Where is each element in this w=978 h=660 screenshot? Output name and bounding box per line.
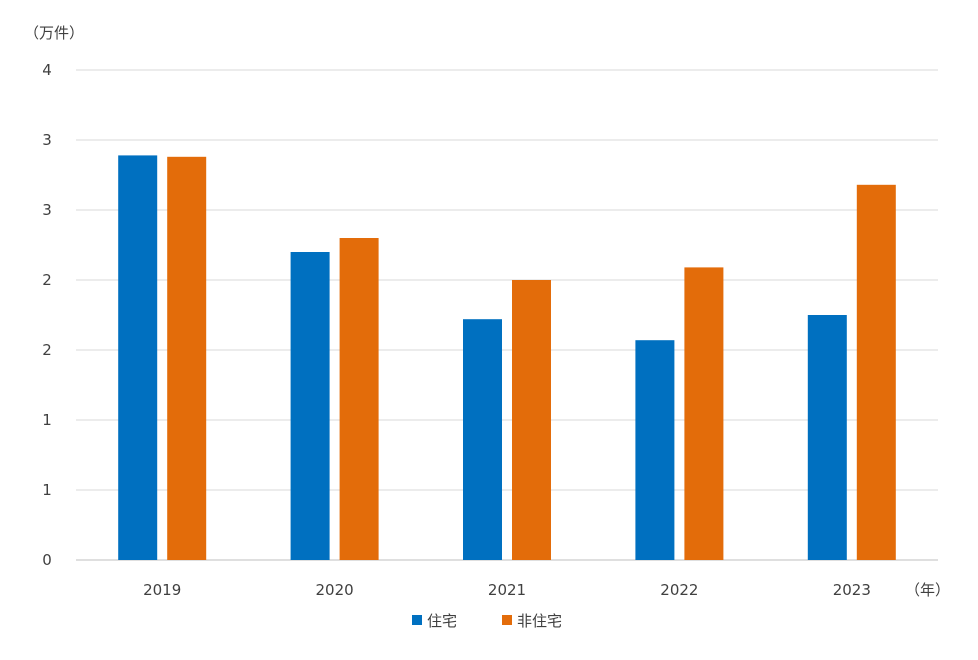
y-axis-unit: （万件） bbox=[24, 24, 84, 42]
legend-label: 非住宅 bbox=[517, 612, 562, 630]
legend-swatch bbox=[502, 615, 512, 625]
bar-residential-2021 bbox=[463, 319, 502, 560]
x-tick-label: 2023 bbox=[833, 581, 871, 599]
legend-swatch bbox=[412, 615, 422, 625]
legend: 住宅 非住宅 bbox=[412, 612, 562, 630]
bar-non-residential-2019 bbox=[167, 156, 207, 561]
bar-residential-2022 bbox=[635, 340, 675, 560]
y-axis-ticks: 0 1 1 2 2 3 3 4 bbox=[42, 61, 52, 569]
y-tick-label: 2 bbox=[42, 271, 52, 289]
y-tick-label: 4 bbox=[42, 61, 52, 79]
y-tick-label: 2 bbox=[42, 341, 52, 359]
y-tick-label: 0 bbox=[42, 551, 52, 569]
y-tick-label: 1 bbox=[42, 411, 52, 429]
bar-non-residential-2023 bbox=[856, 184, 896, 561]
y-tick-label: 3 bbox=[42, 131, 52, 149]
bar-non-residential-2022 bbox=[684, 267, 724, 560]
bars bbox=[118, 155, 896, 561]
gridlines bbox=[76, 69, 938, 561]
x-tick-label: 2021 bbox=[488, 581, 526, 599]
bar-residential-2020 bbox=[290, 252, 330, 560]
bar-non-residential-2020 bbox=[339, 238, 379, 560]
x-tick-label: 2019 bbox=[143, 581, 181, 599]
y-tick-label: 3 bbox=[42, 201, 52, 219]
bar-residential-2023 bbox=[807, 315, 847, 560]
bar-non-residential-2021 bbox=[512, 280, 551, 560]
x-axis-ticks: 2019 2020 2021 2022 2023 bbox=[143, 581, 871, 599]
legend-label: 住宅 bbox=[427, 612, 457, 630]
bar-residential-2019 bbox=[118, 155, 158, 560]
x-tick-label: 2022 bbox=[660, 581, 698, 599]
x-axis-unit: （年） bbox=[905, 581, 950, 599]
x-tick-label: 2020 bbox=[316, 581, 354, 599]
y-tick-label: 1 bbox=[42, 481, 52, 499]
